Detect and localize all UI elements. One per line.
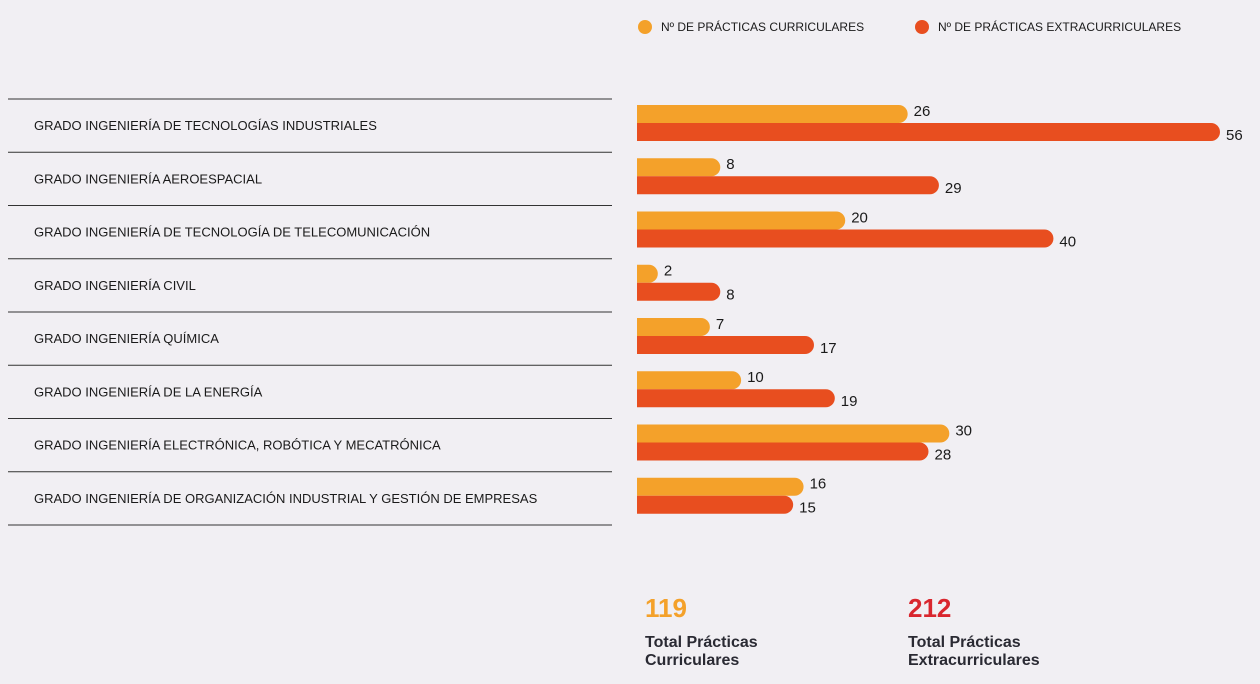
category-label: GRADO INGENIERÍA ELECTRÓNICA, ROBÓTICA Y… [34,438,441,453]
total-value: 119 [645,593,687,623]
value-label: 40 [1059,233,1076,250]
value-label: 8 [726,287,734,304]
legend-dot [915,20,929,34]
category-label: GRADO INGENIERÍA DE LA ENERGÍA [34,384,263,399]
total-label: Total Prácticas Curriculares [645,634,758,669]
value-label: 56 [1226,127,1243,144]
category-label: GRADO INGENIERÍA DE TECNOLOGÍAS INDUSTRI… [34,118,377,133]
value-label: 2 [664,263,672,280]
total-label-line: Total Prácticas [645,634,758,651]
category-label: GRADO INGENIERÍA DE TECNOLOGÍA DE TELECO… [34,225,430,240]
bar [637,264,658,283]
value-label: 17 [820,340,837,357]
bar [637,211,846,230]
value-label: 10 [747,369,764,386]
bar [637,282,721,301]
value-label: 28 [935,446,952,463]
bar [637,336,814,354]
bar [637,229,1054,248]
value-label: 8 [726,156,734,173]
bar [637,477,804,496]
category-label: GRADO INGENIERÍA QUÍMICA [34,331,219,346]
value-label: 29 [945,180,962,197]
value-label: 30 [955,422,972,439]
total-label-line: Extracurriculares [908,652,1040,669]
value-label: 16 [810,476,827,493]
bar [637,424,950,443]
category-label: GRADO INGENIERÍA AEROESPACIAL [34,171,262,186]
bar [637,176,939,195]
value-label: 19 [841,393,858,410]
category-label: GRADO INGENIERÍA DE ORGANIZACIÓN INDUSTR… [34,491,538,506]
bar [637,158,721,177]
bar [637,318,710,336]
legend-dot [638,20,652,34]
bar [637,105,908,123]
value-label: 15 [799,500,816,517]
total-label: Total Prácticas Extracurriculares [908,634,1040,669]
bar [637,442,929,461]
category-label: GRADO INGENIERÍA CIVIL [34,278,196,293]
legend-label: Nº DE PRÁCTICAS CURRICULARES [661,19,864,34]
bar [637,123,1220,141]
bar [637,389,835,408]
bar [637,495,794,514]
value-label: 26 [914,103,931,120]
legend-label: Nº DE PRÁCTICAS EXTRACURRICULARES [938,19,1181,34]
total-label-line: Total Prácticas [908,634,1021,651]
total-value: 212 [908,593,951,623]
value-label: 20 [851,209,868,226]
total-label-line: Curriculares [645,652,739,669]
bar [637,371,742,390]
value-label: 7 [716,316,724,333]
